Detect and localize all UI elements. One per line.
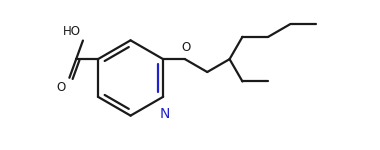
- Text: O: O: [181, 41, 191, 54]
- Text: N: N: [160, 107, 170, 121]
- Text: O: O: [56, 81, 65, 94]
- Text: HO: HO: [63, 25, 81, 38]
